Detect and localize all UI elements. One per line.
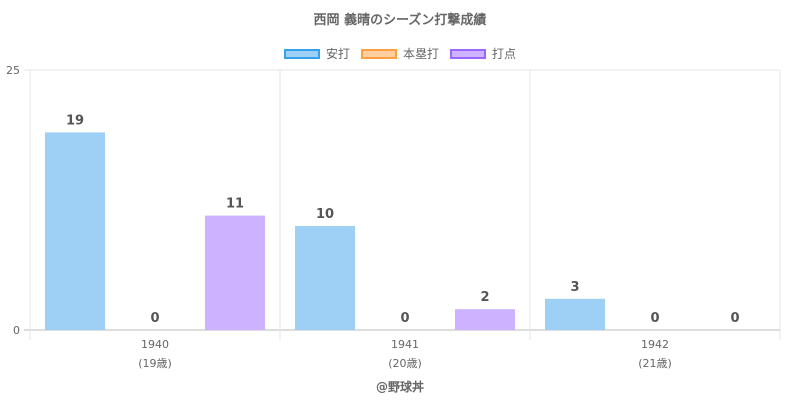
chart-credit: @野球丼 — [375, 380, 424, 394]
x-tick-sublabel: (21歳) — [638, 357, 672, 370]
legend-label-hits: 安打 — [325, 47, 350, 61]
legend-label-homeruns: 本塁打 — [402, 47, 439, 61]
bar-value-label: 19 — [66, 113, 84, 128]
legend-swatch-hits — [283, 48, 320, 59]
legend-label-rbi: 打点 — [492, 47, 517, 61]
bar-value-label: 0 — [650, 311, 659, 326]
x-tick-label: 1940 — [141, 338, 169, 351]
chart-title: 西岡 義晴のシーズン打撃成績 — [313, 13, 487, 28]
legend-item-homeruns[interactable]: 本塁打 — [360, 45, 439, 62]
legend-swatch-homeruns — [360, 48, 397, 59]
bar — [205, 215, 265, 330]
legend-swatch-rbi — [450, 48, 486, 59]
x-tick-sublabel: (19歳) — [138, 357, 172, 370]
bar — [295, 226, 355, 330]
bar-value-label: 2 — [480, 290, 489, 305]
chart-legend: 安打 本塁打 打点 — [0, 45, 800, 62]
y-tick-label: 25 — [6, 64, 20, 77]
bar — [545, 298, 605, 330]
bar-value-label: 0 — [730, 311, 739, 326]
y-tick-label: 0 — [13, 324, 20, 337]
bar — [455, 309, 515, 330]
bar-value-label: 3 — [570, 280, 579, 295]
bar-value-label: 11 — [226, 197, 244, 212]
legend-item-rbi[interactable]: 打点 — [450, 45, 516, 62]
x-tick-label: 1941 — [391, 338, 419, 351]
bar-value-label: 0 — [400, 311, 409, 326]
x-tick-sublabel: (20歳) — [388, 357, 422, 370]
x-tick-label: 1942 — [641, 338, 669, 351]
bar-value-label: 0 — [150, 311, 159, 326]
legend-item-hits[interactable]: 安打 — [283, 45, 350, 62]
bar-value-label: 10 — [316, 207, 334, 222]
bar — [45, 132, 105, 330]
